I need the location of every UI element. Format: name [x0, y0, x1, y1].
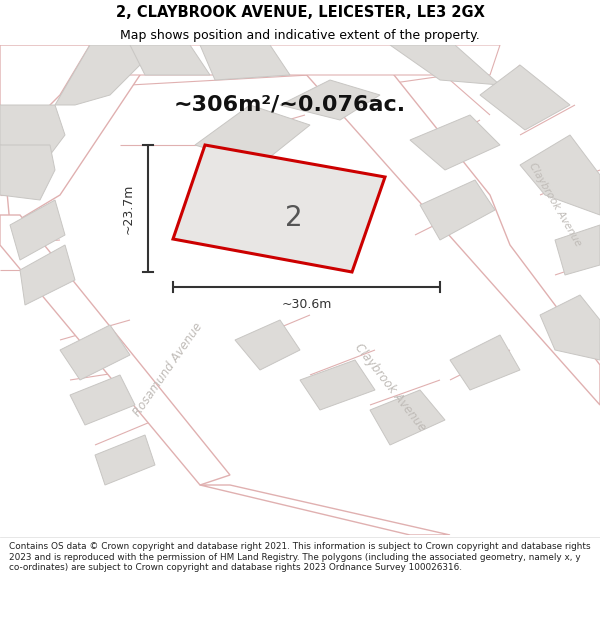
Polygon shape — [480, 65, 570, 130]
Polygon shape — [520, 135, 600, 215]
Text: Contains OS data © Crown copyright and database right 2021. This information is : Contains OS data © Crown copyright and d… — [9, 542, 590, 572]
Polygon shape — [540, 295, 600, 360]
Text: ~306m²/~0.076ac.: ~306m²/~0.076ac. — [174, 95, 406, 115]
Text: Claybrook Avenue: Claybrook Avenue — [527, 161, 583, 249]
Text: ~30.6m: ~30.6m — [281, 299, 332, 311]
Polygon shape — [60, 325, 130, 380]
Polygon shape — [255, 195, 340, 250]
Polygon shape — [20, 245, 75, 305]
Text: 2: 2 — [285, 204, 302, 232]
Polygon shape — [200, 45, 290, 80]
Polygon shape — [55, 45, 160, 105]
Polygon shape — [450, 335, 520, 390]
Text: ~23.7m: ~23.7m — [121, 183, 134, 234]
Polygon shape — [200, 485, 450, 535]
Polygon shape — [95, 435, 155, 485]
Text: Map shows position and indicative extent of the property.: Map shows position and indicative extent… — [120, 29, 480, 42]
Polygon shape — [0, 215, 230, 485]
Polygon shape — [10, 200, 65, 260]
Polygon shape — [0, 45, 160, 225]
Polygon shape — [130, 45, 210, 75]
Polygon shape — [0, 45, 90, 125]
Polygon shape — [70, 375, 135, 425]
Polygon shape — [280, 80, 380, 120]
Polygon shape — [195, 105, 310, 165]
Polygon shape — [80, 45, 500, 75]
Polygon shape — [280, 45, 600, 405]
Polygon shape — [300, 360, 375, 410]
Polygon shape — [235, 320, 300, 370]
Text: Claybrook Avenue: Claybrook Avenue — [352, 341, 428, 433]
Polygon shape — [410, 115, 500, 170]
Text: Rosamund Avenue: Rosamund Avenue — [131, 321, 205, 419]
Polygon shape — [555, 225, 600, 275]
Polygon shape — [420, 180, 495, 240]
Polygon shape — [390, 45, 500, 85]
Text: 2, CLAYBROOK AVENUE, LEICESTER, LE3 2GX: 2, CLAYBROOK AVENUE, LEICESTER, LE3 2GX — [116, 5, 484, 20]
Polygon shape — [370, 390, 445, 445]
Polygon shape — [173, 145, 385, 272]
Polygon shape — [0, 145, 55, 200]
Polygon shape — [0, 105, 65, 155]
